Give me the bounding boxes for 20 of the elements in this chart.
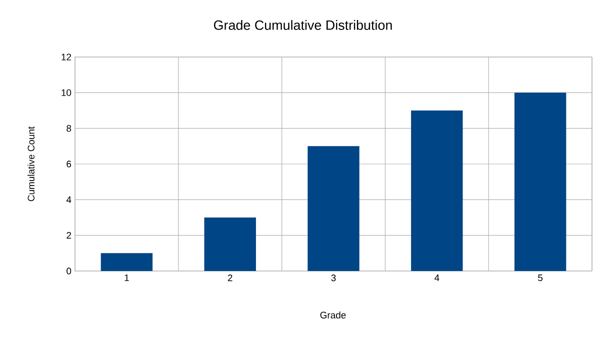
bar — [514, 92, 566, 271]
x-tick-label: 3 — [331, 274, 336, 282]
bar — [308, 146, 360, 271]
y-tick-label: 4 — [66, 196, 72, 203]
y-axis-title: Cumulative Count — [28, 126, 34, 202]
bar — [100, 253, 153, 271]
bar — [411, 110, 463, 271]
x-tick-label: 2 — [228, 274, 232, 282]
y-tick-label: 12 — [62, 54, 72, 60]
x-axis-title: Grade — [320, 312, 346, 318]
chart-title: Grade Cumulative Distribution — [214, 20, 392, 30]
y-tick-label: 0 — [66, 268, 72, 274]
x-tick-label: 4 — [434, 274, 440, 282]
x-tick-label: 1 — [124, 274, 129, 282]
y-tick-label: 10 — [62, 89, 72, 96]
x-tick-label: 5 — [538, 274, 543, 282]
y-tick-label: 8 — [66, 124, 72, 132]
y-tick-label: 6 — [66, 160, 72, 168]
bar — [204, 218, 256, 271]
y-tick-label: 2 — [66, 232, 72, 239]
